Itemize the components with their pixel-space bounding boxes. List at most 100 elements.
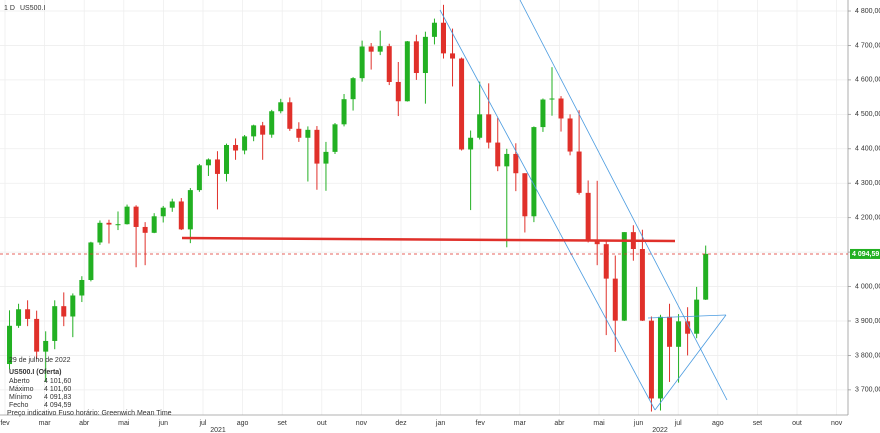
candle-body	[187, 190, 193, 230]
candle-body	[287, 102, 293, 129]
x-tick-label: mar	[39, 420, 52, 427]
interval: 1 D	[4, 5, 15, 12]
candle-body	[585, 192, 591, 242]
y-tick-label: 4 500,00	[855, 111, 880, 118]
x-tick-label: jan	[435, 420, 445, 427]
candle-body	[133, 206, 139, 227]
candle-body	[305, 129, 311, 138]
y-tick-label: 3 700,00	[855, 387, 880, 394]
trend-line	[519, 0, 728, 401]
info-value: 4 101,60	[44, 386, 71, 393]
candle-body	[477, 114, 483, 138]
candle-body	[214, 159, 220, 174]
y-tick-label: 3 800,00	[855, 352, 880, 359]
candle-body	[25, 309, 31, 319]
candle-body	[142, 226, 148, 233]
y-tick-label: 3 900,00	[855, 318, 880, 325]
candle-body	[205, 159, 211, 166]
candle-body	[703, 253, 709, 300]
candle-body	[612, 278, 618, 321]
year-label: 2021	[210, 427, 226, 433]
x-tick-label: nov	[356, 420, 368, 427]
candle-body	[576, 151, 582, 193]
y-tick-label: 4 800,00	[855, 8, 880, 15]
candle-body	[468, 137, 474, 150]
x-tick-label: mar	[514, 420, 527, 427]
candle-body	[359, 46, 365, 79]
candle-body	[486, 114, 492, 143]
candle-body	[567, 118, 573, 152]
candle-body	[196, 165, 202, 191]
candle-body	[278, 102, 284, 112]
candle-body	[151, 216, 157, 233]
candle-body	[685, 321, 691, 334]
x-tick-label: out	[317, 420, 327, 427]
candle-body	[43, 340, 49, 352]
y-tick-label: 4 300,00	[855, 180, 880, 187]
candle-body	[368, 46, 374, 52]
candle-body	[251, 125, 257, 137]
x-tick-label: jul	[198, 420, 206, 427]
support-line	[181, 236, 676, 243]
x-tick-label: jun	[158, 420, 168, 427]
x-tick-label: mai	[593, 420, 605, 427]
info-box: 29 de julho de 2022 US500.I (Oferta) Abe…	[7, 357, 172, 417]
x-tick-label: abr	[554, 420, 565, 427]
candle-body	[440, 22, 446, 54]
candle-body	[621, 232, 627, 321]
info-value: 4 091,83	[44, 394, 71, 401]
info-label: Aberto	[9, 378, 30, 385]
x-tick-label: jun	[633, 420, 643, 427]
candle-body	[52, 306, 58, 341]
candle-body	[115, 224, 121, 226]
candle-body	[88, 242, 94, 280]
candle-body	[61, 306, 67, 317]
candle-body	[459, 58, 465, 150]
x-tick-label: out	[792, 420, 802, 427]
info-label: Máximo	[9, 386, 34, 393]
candle-body	[676, 321, 682, 347]
info-label: Fecho	[9, 402, 29, 409]
candle-body	[314, 129, 320, 164]
candle-body	[522, 173, 528, 217]
x-tick-label: jul	[674, 420, 682, 427]
candle-body	[296, 128, 302, 138]
candle-body	[7, 325, 13, 365]
candle-body	[34, 318, 40, 352]
candle-body	[657, 316, 663, 399]
candle-body	[169, 201, 175, 208]
candle-body	[224, 144, 230, 174]
trend-line	[647, 314, 727, 319]
y-tick-label: 4 600,00	[855, 77, 880, 84]
info-value: 4 101,60	[44, 378, 71, 385]
x-tick-label: fev	[476, 420, 486, 427]
info-date: 29 de julho de 2022	[9, 357, 71, 364]
info-footer: Preço indicativo Fuso horário: Greenwich…	[7, 410, 172, 417]
candle-body	[332, 124, 338, 152]
candle-body	[106, 222, 112, 225]
y-tick-label: 4 700,00	[855, 42, 880, 49]
candle-body	[350, 78, 356, 100]
info-symbol: US500.I (Oferta)	[9, 369, 62, 376]
x-tick-label: ago	[712, 420, 724, 427]
candle-body	[694, 299, 700, 334]
candle-body	[124, 206, 130, 225]
x-tick-label: ago	[237, 420, 249, 427]
trend-line	[654, 314, 727, 411]
candles	[7, 4, 709, 412]
x-tick-label: dez	[395, 420, 407, 427]
trend-line	[439, 9, 656, 411]
candle-body	[178, 201, 184, 230]
candle-body	[667, 316, 673, 347]
last-price-label: 4 094,59	[852, 251, 879, 258]
candle-body	[160, 207, 166, 217]
candle-body	[404, 41, 410, 102]
candle-body	[386, 46, 392, 82]
candle-body	[422, 36, 428, 74]
year-label: 2022	[652, 427, 668, 433]
x-tick-label: mai	[118, 420, 130, 427]
x-tick-label: fev	[0, 420, 10, 427]
candle-body	[70, 295, 76, 317]
candle-body	[233, 144, 239, 151]
candle-body	[269, 111, 275, 135]
